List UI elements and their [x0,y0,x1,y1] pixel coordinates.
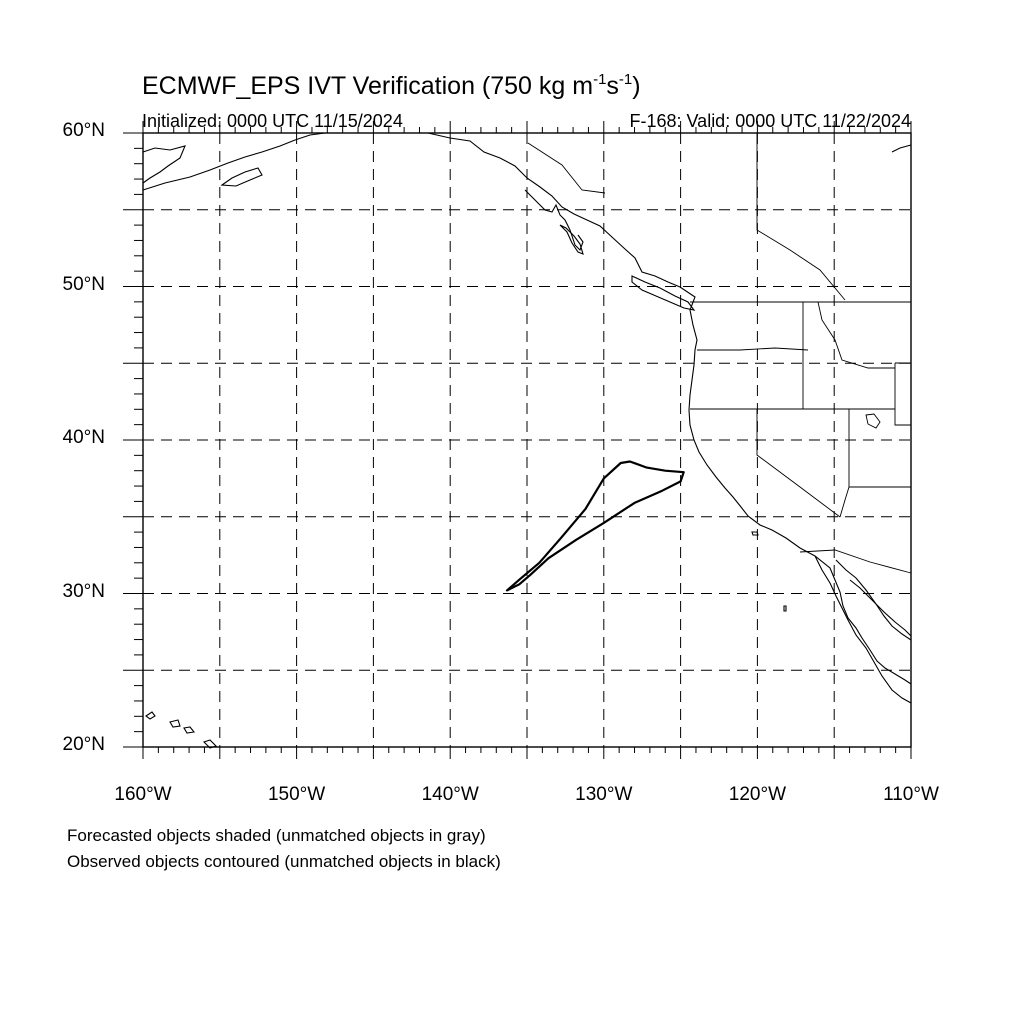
border-bc-alberta [756,133,846,301]
border-id-mt [817,301,895,369]
island-hawaii [202,739,218,749]
guadalupe-island [783,605,787,612]
coastline-hudson [891,144,912,153]
valid-time-label: F-168: Valid: 0000 UTC 11/22/2024 [629,111,911,131]
lon-label: 140°W [421,784,479,805]
border-us-mexico [799,549,912,574]
coastline-alaska [142,145,186,184]
coastline-gulf-california [835,559,912,641]
coastline-kodiak [220,167,263,187]
axis-ticks [123,121,912,759]
lon-label: 130°W [575,784,633,805]
coastline-alaska-peninsula [142,132,326,191]
ivt-objects [505,460,685,592]
lat-label: 40°N [62,427,105,448]
lon-label: 110°W [883,784,939,805]
figure-title: ECMWF_EPS IVT Verification (750 kg m-1s-… [142,71,641,100]
graticule-grid [143,133,911,747]
lat-label: 60°N [62,120,105,141]
coastline-mexico-mainland [849,579,912,637]
channel-islands [751,531,759,536]
border-ca-nv [756,409,841,518]
lat-label: 20°N [62,734,105,755]
border-az-ca [839,486,850,518]
coastline-west-coast [427,132,912,685]
coastlines [142,132,912,749]
coastline-baja [814,555,912,704]
border-wy [894,362,911,426]
coastline-vancouver-island [631,275,696,311]
map-frame [142,132,912,748]
coastline-panhandle-islands [524,189,584,251]
init-time-label: Initialized: 0000 UTC 11/15/2024 [142,111,403,131]
legend-note-observed: Observed objects contoured (unmatched ob… [67,852,501,871]
island-kauai [145,711,156,720]
legend-note-forecast: Forecasted objects shaded (unmatched obj… [67,826,486,845]
lon-label: 150°W [267,784,326,805]
lat-label: 50°N [62,273,105,295]
lon-label: 120°W [728,784,786,805]
border-or-wa [697,347,809,351]
island-maui [183,726,196,734]
island-oahu [169,719,181,728]
lon-label: 160°W [114,784,172,805]
lat-label: 30°N [62,580,105,602]
coastline-haida-gwaii [559,224,584,255]
political-borders [527,133,912,574]
observed-object-contour [505,460,685,592]
border-alaska-canada [527,142,606,194]
great-salt-lake [865,413,881,429]
